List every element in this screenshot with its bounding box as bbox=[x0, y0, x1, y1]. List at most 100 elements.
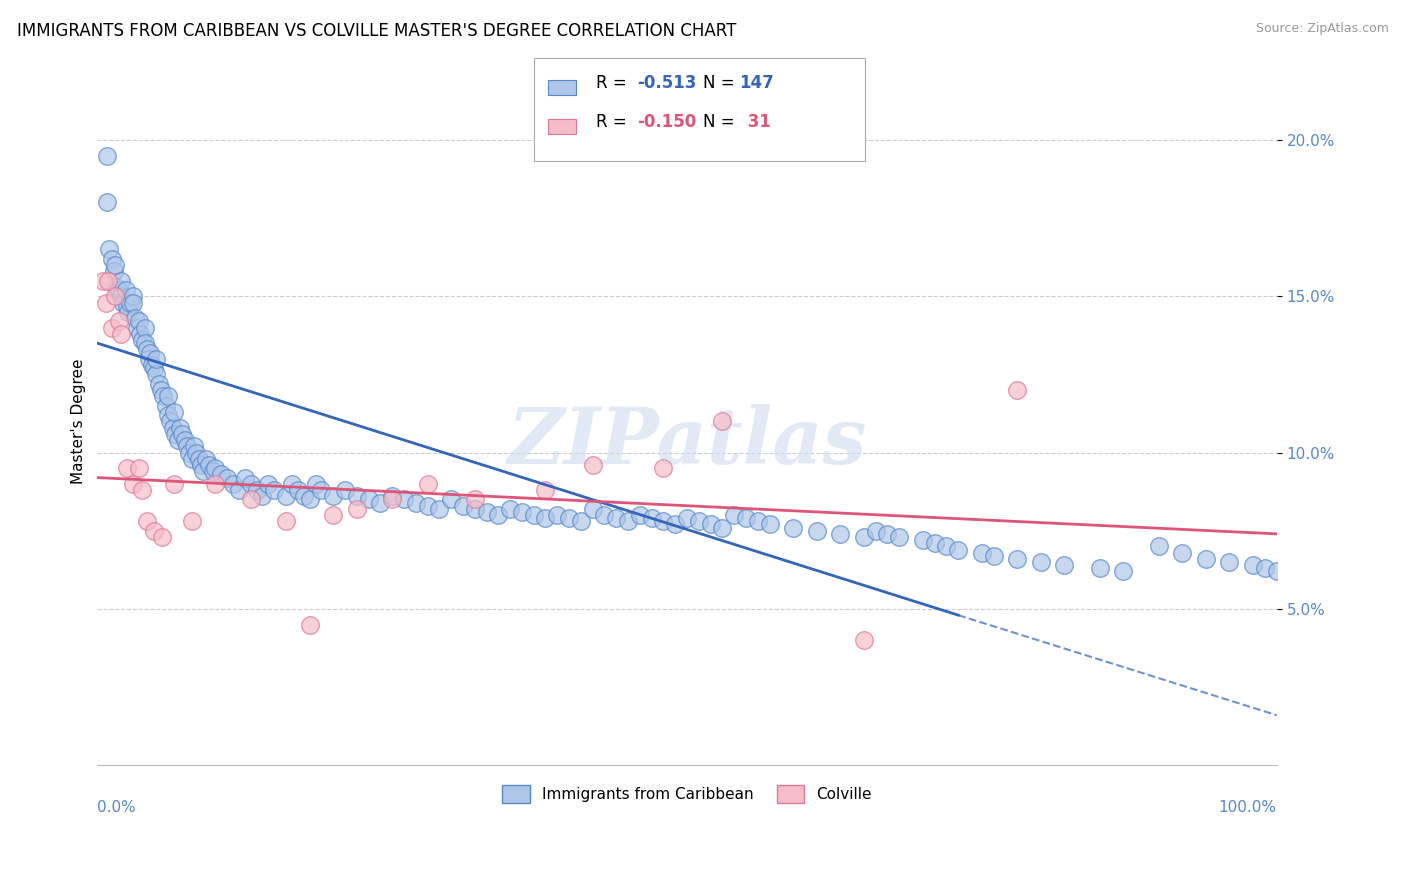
Point bbox=[131, 333, 153, 347]
Point bbox=[198, 458, 221, 472]
Point bbox=[664, 517, 686, 532]
Point bbox=[381, 492, 404, 507]
Point bbox=[605, 511, 627, 525]
Point bbox=[201, 464, 224, 478]
Point bbox=[100, 320, 122, 334]
Point bbox=[298, 492, 321, 507]
Point bbox=[735, 511, 758, 525]
Point bbox=[166, 433, 188, 447]
Point bbox=[176, 439, 198, 453]
Point bbox=[464, 492, 486, 507]
Point bbox=[134, 336, 156, 351]
Y-axis label: Master's Degree: Master's Degree bbox=[72, 359, 86, 484]
Text: R =: R = bbox=[596, 74, 633, 92]
Point bbox=[148, 376, 170, 391]
Point bbox=[346, 501, 368, 516]
Point bbox=[852, 530, 875, 544]
Point bbox=[298, 617, 321, 632]
Point bbox=[110, 289, 132, 303]
Point bbox=[107, 314, 129, 328]
Point bbox=[1053, 558, 1076, 573]
Point bbox=[257, 476, 280, 491]
Point bbox=[1029, 555, 1052, 569]
Point bbox=[157, 389, 180, 403]
Point bbox=[582, 501, 605, 516]
Point bbox=[782, 521, 804, 535]
Point bbox=[865, 524, 887, 538]
Point bbox=[107, 283, 129, 297]
Text: ZIPatlas: ZIPatlas bbox=[508, 404, 866, 480]
Text: R =: R = bbox=[596, 113, 633, 131]
Point bbox=[157, 408, 180, 422]
Point bbox=[948, 542, 970, 557]
Point bbox=[546, 508, 568, 522]
Point bbox=[162, 420, 184, 434]
Point bbox=[1195, 552, 1218, 566]
Point bbox=[830, 527, 852, 541]
Point bbox=[150, 383, 173, 397]
Point bbox=[1112, 565, 1135, 579]
Text: 31: 31 bbox=[742, 113, 772, 131]
Point bbox=[204, 476, 226, 491]
Text: IMMIGRANTS FROM CARIBBEAN VS COLVILLE MASTER'S DEGREE CORRELATION CHART: IMMIGRANTS FROM CARIBBEAN VS COLVILLE MA… bbox=[17, 22, 737, 40]
Point bbox=[758, 517, 780, 532]
Point bbox=[274, 514, 297, 528]
Point bbox=[121, 476, 143, 491]
Point bbox=[163, 405, 186, 419]
Point bbox=[1171, 546, 1194, 560]
Point bbox=[652, 514, 675, 528]
Point bbox=[558, 511, 581, 525]
Point bbox=[204, 461, 226, 475]
Point bbox=[1218, 555, 1240, 569]
Point bbox=[152, 389, 174, 403]
Point bbox=[239, 476, 262, 491]
Point bbox=[143, 524, 166, 538]
Point bbox=[889, 530, 911, 544]
Point bbox=[1241, 558, 1264, 573]
Point bbox=[676, 511, 699, 525]
Point bbox=[194, 451, 217, 466]
Point bbox=[104, 289, 127, 303]
Point bbox=[186, 445, 208, 459]
Point bbox=[569, 514, 592, 528]
Point bbox=[128, 326, 150, 341]
Point bbox=[169, 420, 191, 434]
Point bbox=[222, 476, 245, 491]
Point bbox=[464, 501, 486, 516]
Point bbox=[252, 489, 274, 503]
Point bbox=[523, 508, 546, 522]
Point bbox=[100, 252, 122, 266]
Point bbox=[1005, 383, 1028, 397]
Point bbox=[105, 280, 128, 294]
Point bbox=[134, 320, 156, 334]
Point bbox=[96, 148, 118, 162]
Point bbox=[150, 530, 173, 544]
Point bbox=[534, 511, 557, 525]
Point bbox=[209, 467, 232, 482]
Point bbox=[233, 470, 256, 484]
Point bbox=[135, 514, 157, 528]
Point bbox=[381, 489, 404, 503]
Point bbox=[124, 311, 146, 326]
Text: -0.150: -0.150 bbox=[637, 113, 696, 131]
Point bbox=[486, 508, 509, 522]
Point bbox=[499, 501, 522, 516]
Point bbox=[143, 361, 166, 376]
Point bbox=[172, 426, 194, 441]
Point bbox=[117, 305, 139, 319]
Point bbox=[138, 351, 160, 366]
Text: N =: N = bbox=[703, 113, 740, 131]
Point bbox=[217, 470, 239, 484]
Point bbox=[617, 514, 640, 528]
Point bbox=[120, 295, 142, 310]
Text: 0.0%: 0.0% bbox=[97, 799, 136, 814]
Text: Source: ZipAtlas.com: Source: ZipAtlas.com bbox=[1256, 22, 1389, 36]
Point bbox=[852, 633, 875, 648]
Point bbox=[128, 461, 150, 475]
Text: 100.0%: 100.0% bbox=[1219, 799, 1277, 814]
Text: -0.513: -0.513 bbox=[637, 74, 696, 92]
Point bbox=[274, 489, 297, 503]
Point bbox=[139, 345, 162, 359]
Point bbox=[970, 546, 993, 560]
Point bbox=[135, 343, 157, 357]
